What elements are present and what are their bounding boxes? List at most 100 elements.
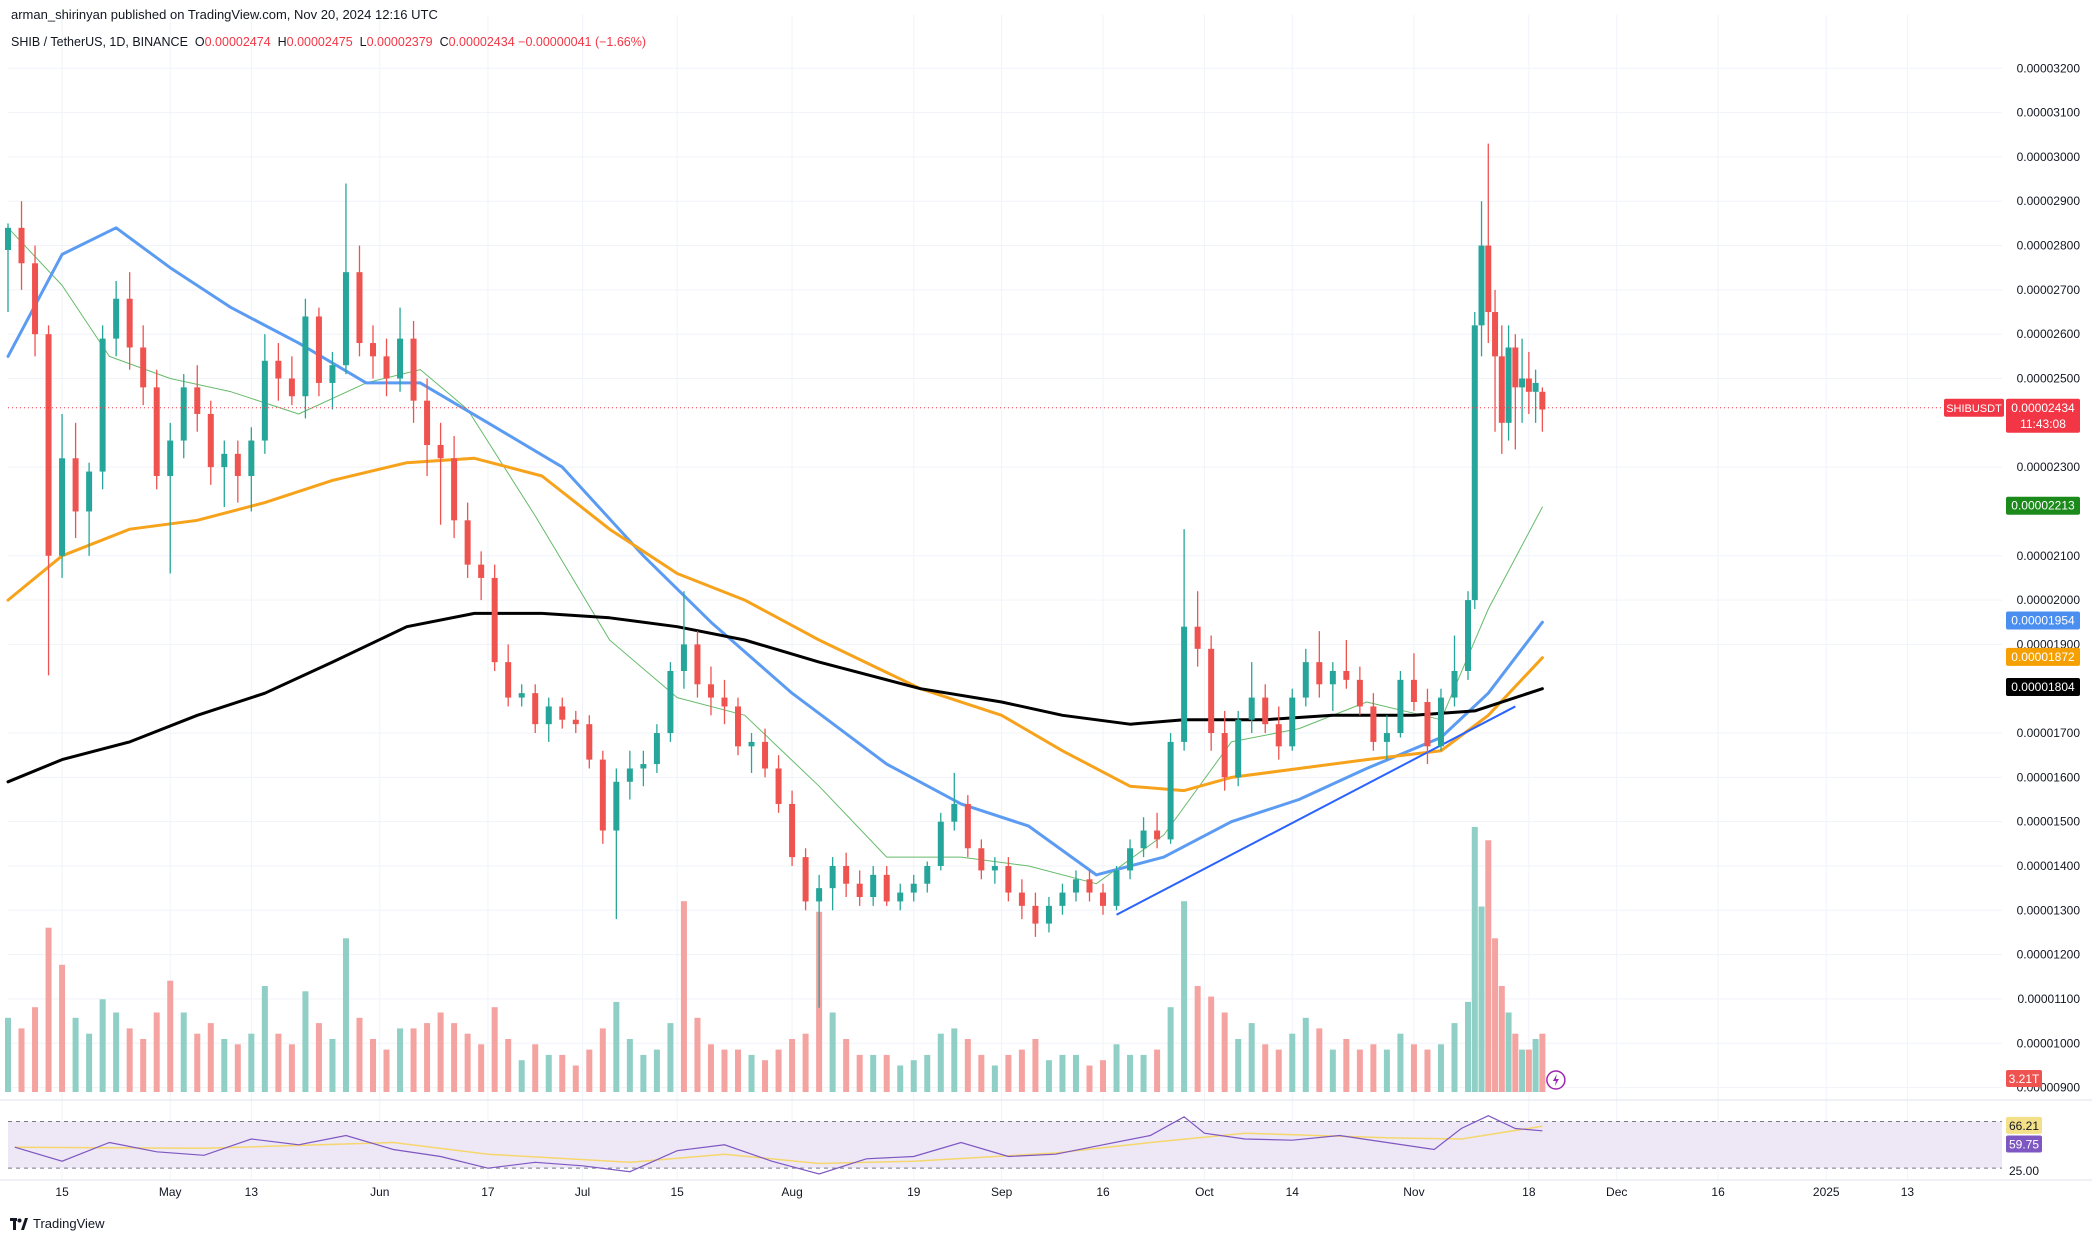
volume-bar (653, 1049, 660, 1092)
tradingview-logo[interactable]: TradingView (10, 1216, 105, 1231)
time-tick-label: Jul (575, 1185, 590, 1199)
volume-bar (99, 999, 106, 1092)
volume-bar (991, 1065, 998, 1092)
price-tick-label: 0.00003100 (2017, 106, 2081, 120)
volume-bar (586, 1049, 593, 1092)
candle-body (207, 413, 214, 468)
volume-bar (694, 1017, 701, 1092)
candle-body (1045, 905, 1052, 924)
bar-countdown: 11:43:08 (2020, 417, 2066, 431)
time-tick-label: 17 (481, 1185, 495, 1199)
candle-body (261, 360, 268, 441)
volume-bar (1485, 840, 1492, 1092)
candle-body (167, 440, 174, 477)
volume-value: 3.21T (2009, 1072, 2040, 1086)
price-tick-label: 0.00001700 (2017, 726, 2081, 740)
ma-orange-tag (2006, 647, 2080, 666)
volume-bar (1471, 827, 1478, 1092)
candle-body (1235, 719, 1242, 778)
candle-body (45, 334, 52, 556)
volume-bar (829, 1012, 836, 1092)
candle-body (424, 400, 431, 445)
candle-body (1437, 697, 1444, 747)
volume-bar (951, 1028, 958, 1092)
volume-bar (640, 1054, 647, 1092)
volume-bar (1100, 1060, 1107, 1092)
candle-body (789, 803, 796, 858)
price-tick-label: 0.00001500 (2017, 815, 2081, 829)
volume-bar (180, 1012, 187, 1092)
volume-bar (478, 1044, 485, 1092)
volume-bar (288, 1044, 295, 1092)
time-axis[interactable]: 15 May 13 Jun 17 Jul 15 Aug 19 Sep 16 Oct 14 Nov 18 Dec… (55, 1185, 1914, 1199)
candle-body (1018, 892, 1025, 906)
open-value: 0.00002474 (204, 35, 271, 49)
volume-bar (775, 1049, 782, 1092)
time-tick-label: Sep (991, 1185, 1013, 1199)
volume-bar (1045, 1060, 1052, 1092)
volume-bar (870, 1054, 877, 1092)
volume-bar (1525, 1049, 1532, 1092)
candle-body (464, 520, 471, 565)
volume-bar (883, 1054, 890, 1092)
volume-bar (329, 1039, 336, 1092)
volume-bar (721, 1049, 728, 1092)
lightning-bolt-icon (1552, 1074, 1559, 1086)
volume-bar (1059, 1054, 1066, 1092)
volume-bar (18, 1028, 25, 1092)
candle-body (991, 865, 998, 871)
candle-body (1478, 245, 1485, 326)
volume-bar (1539, 1033, 1546, 1092)
volume-bar (153, 1012, 160, 1092)
candle-body (1343, 670, 1350, 680)
volume-bar (843, 1039, 850, 1092)
rsi-tag (2006, 1135, 2042, 1153)
price-tick-label: 0.00002700 (2017, 283, 2081, 297)
candle-body (370, 343, 377, 357)
candle-body (1032, 905, 1039, 924)
volume-bar (505, 1039, 512, 1092)
volume-bar (1316, 1028, 1323, 1092)
volume-bar (1127, 1054, 1134, 1092)
volume-bar (518, 1060, 525, 1092)
price-tick-label: 0.00001200 (2017, 948, 2081, 962)
volume-bar (1383, 1049, 1390, 1092)
volume-bar (397, 1028, 404, 1092)
candle-body (86, 471, 93, 512)
rsi-lower-label: 25.00 (2009, 1164, 2039, 1178)
candle-body (99, 338, 106, 472)
candle-body (924, 865, 931, 884)
symbol-title[interactable]: SHIB / TetherUS, 1D, BINANCE (11, 35, 188, 49)
candle-body (735, 706, 742, 747)
volume-bar (748, 1054, 755, 1092)
volume-bar (1356, 1049, 1363, 1092)
candle-body (545, 706, 552, 725)
volume-bar (491, 1007, 498, 1092)
ma-blue-value: 0.00001954 (2011, 613, 2075, 627)
volume-bar (383, 1049, 390, 1092)
symbol-legend[interactable]: SHIB / TetherUS, 1D, BINANCE O0.00002474… (11, 35, 646, 49)
volume-bar (356, 1017, 363, 1092)
volume-bar (1410, 1044, 1417, 1092)
candle-body (437, 444, 444, 459)
candle-body (451, 458, 458, 521)
candle-body (680, 644, 687, 671)
candle-body (1505, 347, 1512, 423)
volume-bar (302, 991, 309, 1092)
ma-green-line (7, 227, 1543, 885)
volume-bar (342, 938, 349, 1092)
price-axis[interactable]: 0.00003200 0.00003100 0.00003000 0.00002900… (2017, 61, 2081, 1094)
volume-bar (410, 1028, 417, 1092)
volume-bar (1181, 901, 1188, 1092)
volume-bar (1478, 906, 1485, 1092)
candle-body (1397, 679, 1404, 734)
candle-body (1127, 848, 1134, 871)
volume-bar (532, 1044, 539, 1092)
candle-body (126, 298, 133, 348)
candle-body (59, 458, 66, 556)
volume-bar (1505, 1012, 1512, 1092)
candle-body (856, 883, 863, 898)
close-label: C (439, 35, 449, 49)
